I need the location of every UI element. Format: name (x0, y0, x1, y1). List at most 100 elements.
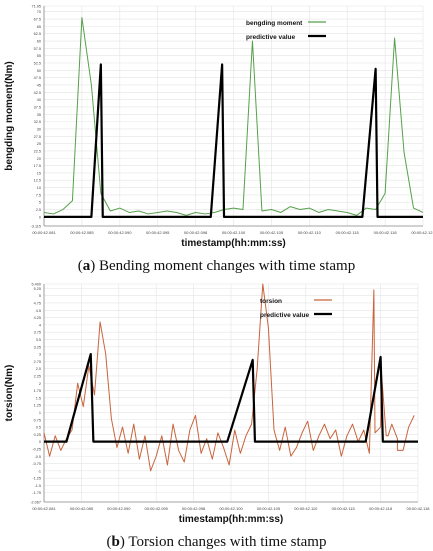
chart-1-ytick-label-10: 0.5 (36, 426, 41, 430)
chart-1-xtick-label-3: 00:00:42.095 (145, 506, 169, 511)
chart-0-ytick-label-13: 30 (37, 127, 41, 131)
chart-0-legend: bengding moment predictive value (246, 20, 326, 41)
caption-a-letter: a (82, 258, 91, 274)
chart-0-ytick-label-6: 12.5 (34, 179, 41, 183)
chart-1-ytick-label-7: -0.25 (32, 447, 41, 451)
chart-0-ytick-label-21: 50 (37, 69, 41, 73)
chart-1-ytick-label-9: 0.25 (34, 433, 41, 437)
chart-1-xtick-label-10: 00:00:42.118 (406, 506, 430, 511)
chart-1-y-axis-label: torsion(Nm) (4, 365, 15, 422)
chart-1-ytick-label-6: -0.5 (34, 455, 41, 459)
chart-0-xtick-label-10: 00:00:42.121 (411, 230, 433, 235)
torsion-chart: -2.067 -1.75 -1.5 -1.25 -1 -0.75 -0.5 -0.25 0 0.2… (4, 283, 430, 526)
chart-1-ytick-label-11: 0.75 (34, 418, 41, 422)
chart-1-x-axis-label: timestamp(hh:mm:ss) (179, 514, 283, 525)
chart-1-grid (43, 283, 419, 503)
chart-1-ytick-label-13: 1.25 (34, 404, 41, 408)
chart-0-y-axis-label: bengding moment(Nm) (4, 61, 15, 170)
chart-panel-b: -2.067 -1.75 -1.5 -1.25 -1 -0.75 -0.5 -0.25 0 0.2… (0, 282, 433, 551)
caption-a: (a) Bending moment changes with time sta… (77, 258, 356, 274)
chart-1-ytick-label-1: -1.75 (32, 491, 41, 495)
chart-1-ytick-label-23: 3.75 (34, 331, 41, 335)
chart-0-ytick-label-11: 25 (37, 142, 41, 146)
chart-1-ytick-label-16: 2 (39, 382, 41, 386)
chart-0-series-1-line (44, 63, 423, 218)
chart-1-xtick-label-4: 00:00:42.098 (182, 506, 206, 511)
caption-b-letter: b (111, 534, 120, 550)
chart-1-ytick-label-4: -1 (38, 469, 41, 473)
chart-1-xtick-label-0: 00:00:42.081 (32, 506, 56, 511)
chart-0-ytick-label-25: 60 (37, 40, 41, 44)
chart-1-xtick-label-7: 00:00:42.110 (294, 506, 318, 511)
chart-0-ytick-label-19: 45 (37, 83, 41, 87)
chart-0-xtick-label-7: 00:00:42.110 (298, 230, 322, 235)
chart-1-ytick-label-26: 4.5 (36, 309, 41, 313)
chart-0-ytick-label-22: 52.5 (34, 62, 41, 66)
chart-1-xtick-label-5: 00:00:42.100 (219, 506, 243, 511)
chart-0-legend-label-1: predictive value (246, 34, 296, 41)
caption-a-text: Bending moment changes with time stamp (99, 258, 356, 274)
chart-1-xtick-label-6: 00:00:42.105 (257, 506, 281, 511)
chart-0-ytick-label-17: 40 (37, 98, 41, 102)
chart-1-xtick-label-1: 00:00:42.085 (70, 506, 94, 511)
chart-0-ytick-label-3: 5 (39, 201, 41, 205)
chart-1-ytick-label-21: 3.25 (34, 345, 41, 349)
chart-0-ytick-label-15: 35 (37, 113, 41, 117)
chart-1-ytick-label-20: 3 (39, 353, 41, 357)
chart-0-ytick-label-7: 15 (37, 171, 41, 175)
chart-1-ytick-label-12: 1 (39, 411, 41, 415)
chart-1-legend-label-1: predictive value (260, 312, 310, 319)
chart-1-legend-label-0: torsion (260, 298, 282, 305)
chart-1-ytick-label-24: 4 (39, 323, 41, 327)
caption-b: (b) Torsion changes with time stamp (106, 534, 327, 550)
chart-0-xtick-label-4: 00:00:42.098 (184, 230, 208, 235)
chart-1-ytick-label-15: 1.75 (34, 389, 41, 393)
chart-0-ytick-label-20: 47.5 (34, 76, 41, 80)
chart-1-xtick-label-8: 00:00:42.115 (332, 506, 356, 511)
chart-0-ytick-label-0: -3.115 (31, 225, 41, 229)
chart-0-ytick-label-8: 17.5 (34, 164, 41, 168)
chart-1-series-0-line (43, 283, 415, 472)
chart-1-xtick-label-9: 00:00:42.118 (369, 506, 393, 511)
chart-1-xtick-label-2: 00:00:42.090 (107, 506, 131, 511)
chart-1-ytick-label-14: 1.5 (36, 396, 41, 400)
chart-1-ytick-label-2: -1.5 (34, 484, 41, 488)
chart-0-ytick-label-30: 71.95 (31, 5, 41, 9)
chart-0-ytick-label-14: 32.5 (34, 120, 41, 124)
chart-0-ytick-label-4: 7.5 (36, 193, 41, 197)
chart-0-xtick-label-3: 00:00:42.095 (146, 230, 170, 235)
chart-0-ytick-label-5: 10 (37, 186, 41, 190)
chart-0-x-axis-label: timestamp(hh:mm:ss) (181, 238, 285, 249)
chart-1-legend: torsion predictive value (260, 298, 332, 319)
chart-1-series-1-line (44, 352, 418, 443)
chart-0-xtick-label-8: 00:00:42.115 (336, 230, 360, 235)
chart-1-ytick-label-30: 5.400 (31, 283, 41, 287)
chart-1-ytick-label-8: 0 (39, 440, 41, 444)
chart-1-ytick-label-27: 4.75 (34, 301, 41, 305)
chart-0-xtick-label-1: 00:00:42.085 (70, 230, 94, 235)
chart-1-ytick-label-17: 2.25 (34, 374, 41, 378)
chart-0-legend-label-0: bengding moment (246, 20, 303, 27)
bending-moment-chart: -3.11502.557.51012.51517.52022.52527.530… (4, 5, 433, 250)
chart-1-ytick-label-18: 2.5 (36, 367, 41, 371)
chart-0-ytick-label-12: 27.5 (34, 135, 41, 139)
chart-0-series-0-line (43, 17, 424, 216)
chart-0-ytick-label-9: 20 (37, 157, 41, 161)
chart-0-ytick-label-16: 37.5 (34, 105, 41, 109)
chart-1-ytick-label-28: 5 (39, 294, 41, 298)
chart-0-ytick-label-29: 70 (37, 10, 41, 14)
chart-0-xtick-label-5: 00:00:42.100 (222, 230, 246, 235)
chart-0-ytick-label-18: 42.5 (34, 91, 41, 95)
chart-0-ytick-label-10: 22.5 (34, 149, 41, 153)
chart-0-ytick-label-28: 67.5 (34, 18, 41, 22)
chart-0-xtick-label-2: 00:00:42.090 (108, 230, 132, 235)
chart-1-ytick-label-29: 5.25 (34, 287, 41, 291)
caption-b-text: Torsion changes with time stamp (128, 534, 327, 550)
chart-0-ytick-label-23: 55 (37, 54, 41, 58)
chart-1-ytick-label-3: -1.25 (32, 477, 41, 481)
chart-1-ytick-label-19: 2.75 (34, 360, 41, 364)
chart-1-ytick-label-0: -2.067 (30, 501, 41, 505)
chart-0-ytick-label-26: 62.5 (34, 32, 41, 36)
chart-1-ytick-label-25: 4.25 (34, 316, 41, 320)
chart-0-xtick-label-0: 00:00:42.081 (32, 230, 56, 235)
